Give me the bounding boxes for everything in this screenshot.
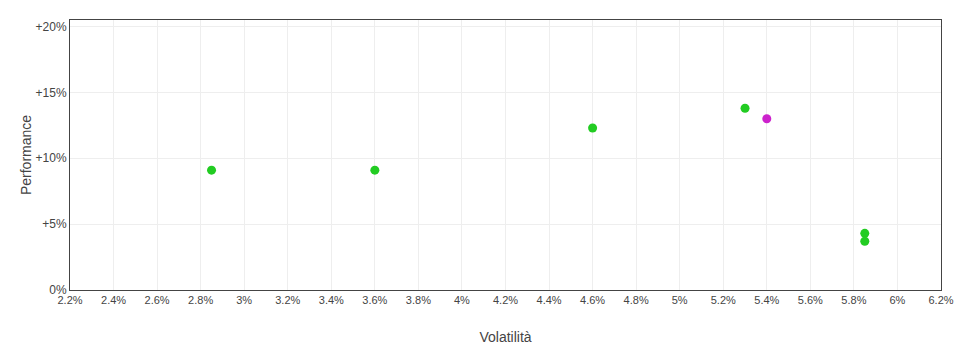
svg-text:3.8%: 3.8% <box>406 294 431 306</box>
svg-text:0%: 0% <box>49 283 67 297</box>
svg-text:2.4%: 2.4% <box>101 294 126 306</box>
svg-text:5.2%: 5.2% <box>711 294 736 306</box>
svg-text:+15%: +15% <box>36 86 67 100</box>
svg-text:4.6%: 4.6% <box>580 294 605 306</box>
svg-text:2.2%: 2.2% <box>57 294 82 306</box>
svg-text:4.2%: 4.2% <box>493 294 518 306</box>
svg-text:2.8%: 2.8% <box>188 294 213 306</box>
svg-text:4%: 4% <box>454 294 470 306</box>
svg-text:3%: 3% <box>236 294 252 306</box>
svg-text:3.2%: 3.2% <box>275 294 300 306</box>
svg-text:4.8%: 4.8% <box>624 294 649 306</box>
svg-text:5.8%: 5.8% <box>841 294 866 306</box>
svg-text:+10%: +10% <box>36 151 67 165</box>
svg-text:6.2%: 6.2% <box>928 294 953 306</box>
svg-text:Performance: Performance <box>18 115 34 195</box>
svg-text:3.6%: 3.6% <box>362 294 387 306</box>
svg-text:5.6%: 5.6% <box>798 294 823 306</box>
svg-text:+5%: +5% <box>42 217 67 231</box>
svg-text:+20%: +20% <box>36 20 67 34</box>
svg-text:Volatilità: Volatilità <box>479 329 531 345</box>
svg-text:6%: 6% <box>889 294 905 306</box>
svg-text:4.4%: 4.4% <box>537 294 562 306</box>
svg-text:2.6%: 2.6% <box>145 294 170 306</box>
svg-text:5%: 5% <box>672 294 688 306</box>
svg-text:3.4%: 3.4% <box>319 294 344 306</box>
svg-text:5.4%: 5.4% <box>754 294 779 306</box>
